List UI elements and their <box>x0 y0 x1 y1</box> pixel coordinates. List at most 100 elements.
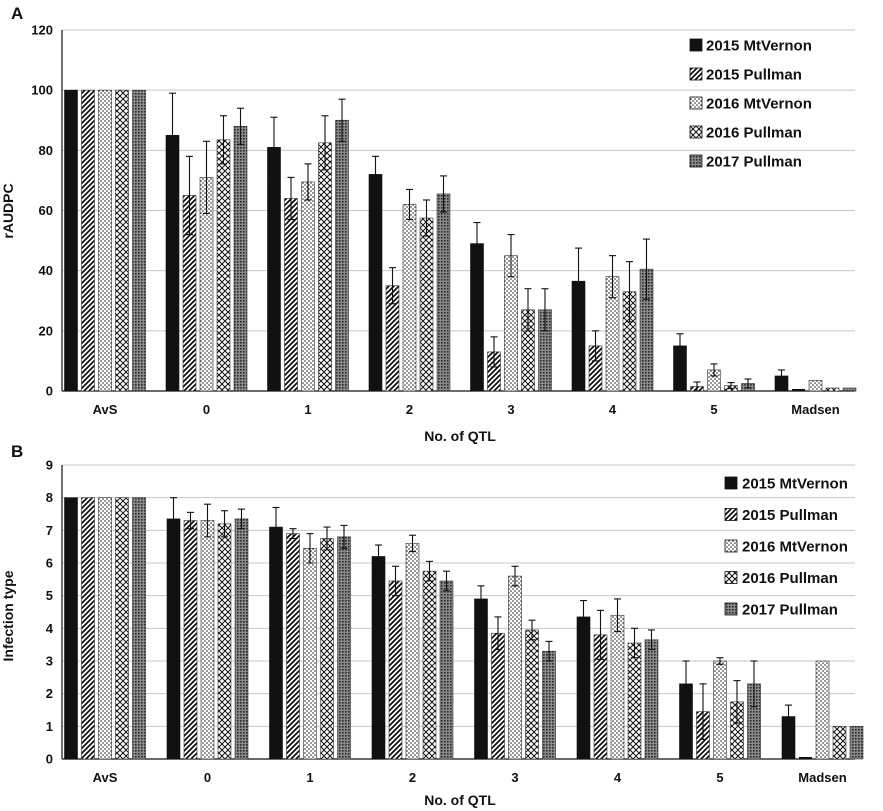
y-tick-label: 1 <box>46 719 53 734</box>
legend: 2015 MtVernon 2015 Pullman 2016 MtVernon 20… <box>689 38 812 171</box>
bar <box>832 726 847 760</box>
bar <box>318 142 332 392</box>
x-tick-label: 1 <box>304 402 311 417</box>
panel-letter-b: B <box>11 442 23 461</box>
bar <box>98 89 112 392</box>
x-tick-label: 2 <box>406 402 413 417</box>
bar <box>132 89 146 392</box>
bar <box>267 147 281 392</box>
legend-label: 2016 Pullman <box>742 570 838 587</box>
y-tick-label: 6 <box>46 556 53 571</box>
y-tick-label: 8 <box>46 490 53 505</box>
bar <box>627 642 642 760</box>
bar <box>525 629 539 760</box>
x-tick-label: 3 <box>507 402 514 417</box>
x-tick-label: 2 <box>409 770 416 785</box>
panel-letter-a: A <box>11 4 23 23</box>
legend-label: 2016 Pullman <box>706 125 802 142</box>
y-axis-label-b: Infection type <box>0 570 16 661</box>
x-tick-label: 5 <box>710 402 717 417</box>
legend-swatch <box>724 571 738 584</box>
legend-swatch <box>724 476 738 490</box>
x-tick-label: 1 <box>306 770 313 785</box>
bar <box>81 89 95 392</box>
y-tick-label: 0 <box>46 384 53 399</box>
bar <box>644 639 659 760</box>
bar <box>542 650 556 760</box>
x-tick-label: 0 <box>203 402 210 417</box>
x-tick-label: Madsen <box>791 402 839 417</box>
bar <box>217 523 232 760</box>
y-tick-label: 5 <box>46 588 53 603</box>
bar <box>815 660 830 760</box>
bar <box>301 181 315 392</box>
bar <box>388 580 403 760</box>
legend-swatch <box>689 125 703 139</box>
bar <box>233 125 248 392</box>
legend-label: 2016 MtVernon <box>706 96 812 113</box>
bar <box>216 139 231 392</box>
x-tick-label: AvS <box>93 770 118 785</box>
legend-label: 2015 Pullman <box>706 67 802 84</box>
legend-swatch <box>724 508 738 521</box>
bar <box>508 575 522 760</box>
bar <box>808 380 823 392</box>
y-tick-label: 80 <box>39 143 53 158</box>
legend-swatch <box>689 38 703 52</box>
x-axis-label-b: No. of QTL <box>424 792 496 808</box>
y-tick-label: 0 <box>46 752 53 767</box>
bar <box>825 387 840 392</box>
legend-label: 2017 Pullman <box>742 602 838 619</box>
bar <box>849 726 864 760</box>
legend: 2015 MtVernon 2015 Pullman 2016 MtVernon 20… <box>724 476 848 619</box>
bar <box>64 89 78 392</box>
bar <box>115 89 129 392</box>
legend-label: 2015 Pullman <box>742 507 838 524</box>
bar <box>402 204 417 392</box>
x-tick-label: 0 <box>204 770 211 785</box>
bar <box>64 497 78 760</box>
bar <box>422 570 437 760</box>
y-tick-label: 3 <box>46 654 53 669</box>
x-tick-label: 5 <box>716 770 723 785</box>
bar <box>405 543 420 760</box>
y-tick-label: 2 <box>46 686 53 701</box>
y-tick-label: 60 <box>39 203 53 218</box>
legend-swatch <box>689 154 703 168</box>
bar <box>436 193 451 392</box>
bar <box>98 497 112 760</box>
legend-swatch <box>724 539 738 553</box>
bar <box>713 660 727 760</box>
legend-label: 2015 MtVernon <box>742 476 848 493</box>
bar <box>842 387 857 392</box>
bar <box>166 518 181 760</box>
bar <box>183 520 198 760</box>
bar <box>200 520 215 760</box>
bar <box>269 526 283 760</box>
bar <box>286 533 300 760</box>
bar <box>368 174 383 392</box>
bar <box>81 497 95 760</box>
x-tick-label: Madsen <box>798 770 846 785</box>
bar <box>284 198 298 392</box>
x-tick-label: 4 <box>614 770 622 785</box>
y-tick-label: 20 <box>39 323 53 338</box>
legend-swatch <box>689 67 703 81</box>
bar <box>470 243 484 392</box>
legend-label: 2016 MtVernon <box>742 539 848 556</box>
bar <box>576 616 591 760</box>
bar <box>610 614 625 760</box>
bar <box>439 580 454 760</box>
chart-panel-b: B Infection type No. of QTL 0 1 2 3 4 5 6 7 8 9 Av… <box>0 442 864 808</box>
bar <box>132 497 146 760</box>
y-tick-label: 9 <box>46 458 53 473</box>
bar <box>474 598 488 760</box>
bar <box>303 547 317 760</box>
legend-label: 2015 MtVernon <box>706 38 812 55</box>
bar <box>335 119 349 392</box>
x-tick-label: AvS <box>93 402 118 417</box>
legend-label: 2017 Pullman <box>706 154 802 171</box>
x-tick-label: 3 <box>511 770 518 785</box>
x-tick-label: 4 <box>609 402 617 417</box>
y-tick-label: 7 <box>46 523 53 538</box>
